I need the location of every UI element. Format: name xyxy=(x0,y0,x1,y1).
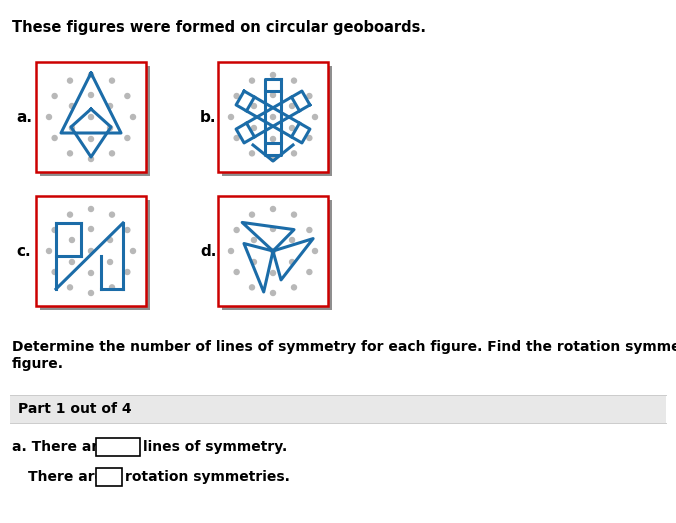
Circle shape xyxy=(68,212,72,217)
Text: rotation symmetries.: rotation symmetries. xyxy=(125,470,290,484)
Circle shape xyxy=(228,248,233,254)
Circle shape xyxy=(289,259,295,265)
Circle shape xyxy=(125,228,130,233)
Text: Determine the number of lines of symmetry for each figure. Find the rotation sym: Determine the number of lines of symmetr… xyxy=(12,340,676,354)
Circle shape xyxy=(270,115,276,119)
Bar xyxy=(218,196,328,306)
Circle shape xyxy=(52,94,57,98)
Bar xyxy=(40,66,150,176)
Circle shape xyxy=(52,228,57,233)
Circle shape xyxy=(312,248,318,254)
Text: lines of symmetry.: lines of symmetry. xyxy=(143,440,287,454)
Circle shape xyxy=(89,226,93,232)
Circle shape xyxy=(270,270,276,276)
Circle shape xyxy=(89,248,93,254)
Circle shape xyxy=(270,93,276,97)
Text: figure.: figure. xyxy=(12,357,64,371)
Bar xyxy=(96,468,122,486)
Bar xyxy=(10,395,666,423)
Bar xyxy=(222,66,332,176)
Circle shape xyxy=(291,285,297,290)
Circle shape xyxy=(52,135,57,141)
Circle shape xyxy=(52,269,57,275)
Circle shape xyxy=(234,94,239,98)
Bar xyxy=(218,62,328,172)
Circle shape xyxy=(291,151,297,156)
Circle shape xyxy=(125,269,130,275)
Circle shape xyxy=(89,270,93,276)
Circle shape xyxy=(107,259,112,265)
Circle shape xyxy=(228,115,233,119)
Circle shape xyxy=(89,73,93,77)
Circle shape xyxy=(110,212,114,217)
Bar xyxy=(36,196,146,306)
Circle shape xyxy=(307,269,312,275)
Circle shape xyxy=(251,259,256,265)
Circle shape xyxy=(70,237,74,243)
Bar xyxy=(222,200,332,310)
Circle shape xyxy=(289,237,295,243)
Circle shape xyxy=(234,228,239,233)
Circle shape xyxy=(70,104,74,108)
Circle shape xyxy=(249,285,254,290)
Circle shape xyxy=(47,115,51,119)
Circle shape xyxy=(270,248,276,254)
Bar xyxy=(36,62,146,172)
Circle shape xyxy=(68,285,72,290)
Text: c.: c. xyxy=(16,244,30,258)
Text: These figures were formed on circular geoboards.: These figures were formed on circular ge… xyxy=(12,20,426,35)
Circle shape xyxy=(130,115,135,119)
Circle shape xyxy=(251,126,256,131)
Circle shape xyxy=(270,290,276,295)
Circle shape xyxy=(234,269,239,275)
Circle shape xyxy=(291,78,297,83)
Circle shape xyxy=(289,126,295,131)
Circle shape xyxy=(249,78,254,83)
Circle shape xyxy=(89,207,93,211)
Circle shape xyxy=(251,237,256,243)
Circle shape xyxy=(110,285,114,290)
Circle shape xyxy=(107,104,112,108)
Circle shape xyxy=(68,151,72,156)
Circle shape xyxy=(70,259,74,265)
Text: a.: a. xyxy=(16,109,32,124)
Circle shape xyxy=(312,115,318,119)
Text: a. There are: a. There are xyxy=(12,440,107,454)
Circle shape xyxy=(89,137,93,142)
Circle shape xyxy=(289,104,295,108)
Circle shape xyxy=(89,156,93,162)
Circle shape xyxy=(291,212,297,217)
Circle shape xyxy=(89,93,93,97)
Circle shape xyxy=(270,207,276,211)
Circle shape xyxy=(89,115,93,119)
Circle shape xyxy=(251,104,256,108)
Circle shape xyxy=(249,151,254,156)
Circle shape xyxy=(270,156,276,162)
Circle shape xyxy=(107,237,112,243)
Circle shape xyxy=(270,73,276,77)
Circle shape xyxy=(70,126,74,131)
Circle shape xyxy=(125,94,130,98)
Circle shape xyxy=(47,248,51,254)
Circle shape xyxy=(89,290,93,295)
Circle shape xyxy=(307,94,312,98)
Circle shape xyxy=(110,151,114,156)
Circle shape xyxy=(234,135,239,141)
Circle shape xyxy=(68,78,72,83)
Text: Part 1 out of 4: Part 1 out of 4 xyxy=(18,402,132,416)
Bar xyxy=(96,438,140,456)
Circle shape xyxy=(125,135,130,141)
Text: There are: There are xyxy=(28,470,104,484)
Bar xyxy=(40,200,150,310)
Text: b.: b. xyxy=(200,109,216,124)
Circle shape xyxy=(249,212,254,217)
Circle shape xyxy=(270,226,276,232)
Text: d.: d. xyxy=(200,244,216,258)
Circle shape xyxy=(307,135,312,141)
Circle shape xyxy=(110,78,114,83)
Circle shape xyxy=(107,126,112,131)
Circle shape xyxy=(270,137,276,142)
Circle shape xyxy=(307,228,312,233)
Circle shape xyxy=(130,248,135,254)
